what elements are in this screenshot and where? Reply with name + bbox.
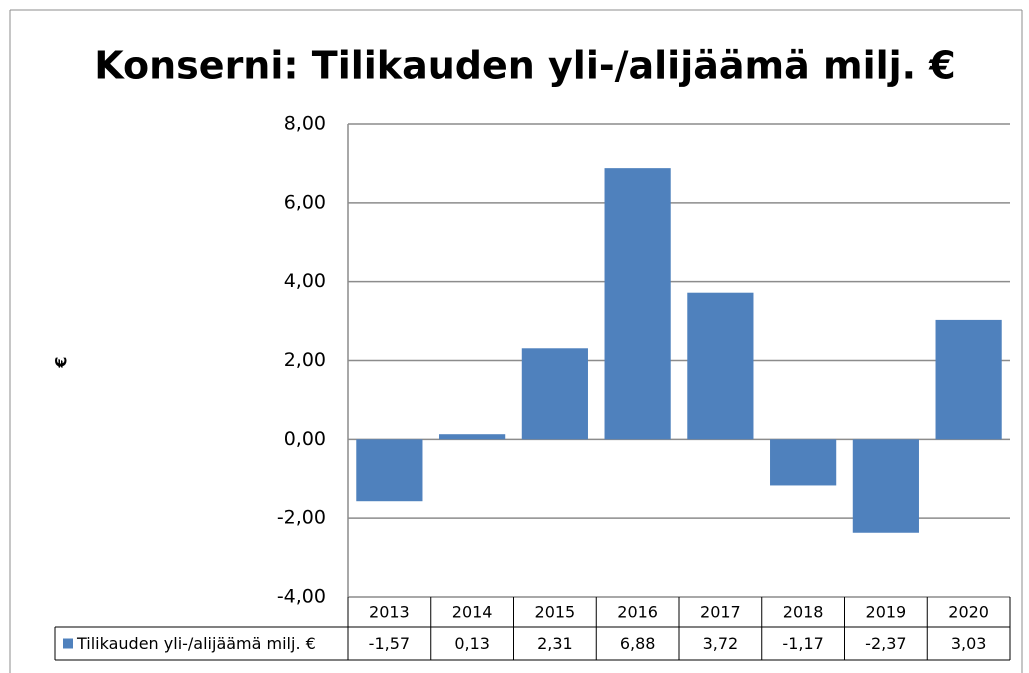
y-tick-label: 2,00 [284,349,326,371]
x-tick-label: 2015 [535,603,576,622]
y-tick-label: -2,00 [277,507,326,529]
chart-title: Konserni: Tilikauden yli-/alijäämä milj.… [94,44,956,88]
y-tick-label: 6,00 [284,191,326,213]
x-tick-label: 2017 [700,603,741,622]
bar [439,434,506,440]
table-value: -1,57 [369,634,410,653]
table-value: 0,13 [454,634,490,653]
bar [356,439,423,502]
x-tick-label: 2020 [948,603,989,622]
bar [687,292,754,440]
y-tick-label: 0,00 [284,428,326,450]
x-tick-label: 2014 [452,603,493,622]
bar [770,439,837,486]
table-value: -2,37 [865,634,906,653]
table-value: 6,88 [620,634,656,653]
table-value: 3,72 [703,634,739,653]
y-axis-label: € [52,356,71,368]
x-tick-label: 2019 [866,603,907,622]
x-tick-label: 2013 [369,603,410,622]
table-value: 3,03 [951,634,987,653]
legend-label: Tilikauden yli-/alijäämä milj. € [76,634,316,653]
bar [852,439,919,533]
bar [604,168,671,440]
bar [935,319,1002,440]
legend-swatch [63,638,73,649]
table-value: 2,31 [537,634,573,653]
x-tick-label: 2016 [617,603,658,622]
y-tick-label: 4,00 [284,270,326,292]
y-tick-label: 8,00 [284,113,326,135]
table-value: -1,17 [782,634,823,653]
y-tick-label: -4,00 [277,586,326,608]
x-tick-label: 2018 [783,603,824,622]
bar [521,348,588,440]
